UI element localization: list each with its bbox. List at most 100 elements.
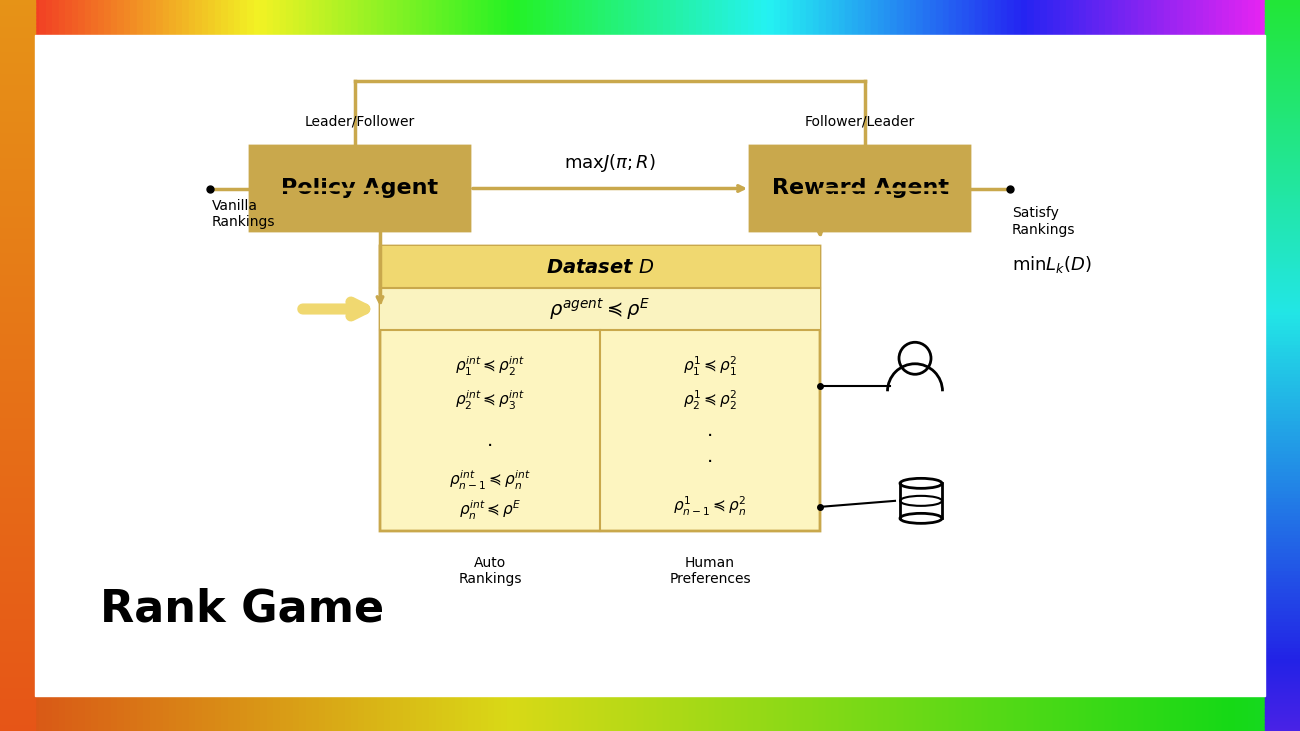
- Text: $\rho_{n-1}^1 \preceq \rho_n^2$: $\rho_{n-1}^1 \preceq \rho_n^2$: [673, 496, 746, 518]
- Bar: [0, 588, 35, 592]
- Bar: [507, 696, 515, 731]
- Bar: [1124, 0, 1132, 35]
- Bar: [111, 0, 118, 35]
- Bar: [0, 621, 35, 625]
- Bar: [1265, 292, 1300, 296]
- Bar: [878, 696, 885, 731]
- Bar: [949, 696, 957, 731]
- Bar: [0, 690, 35, 694]
- Text: $\max J(\pi; R)$: $\max J(\pi; R)$: [564, 151, 656, 173]
- Bar: [169, 696, 177, 731]
- Bar: [1265, 390, 1300, 395]
- Bar: [0, 569, 35, 574]
- Bar: [1265, 646, 1300, 651]
- Bar: [1265, 58, 1300, 62]
- Bar: [891, 0, 898, 35]
- Bar: [578, 696, 586, 731]
- Bar: [0, 496, 35, 501]
- Bar: [364, 696, 372, 731]
- Bar: [1066, 0, 1074, 35]
- Text: Policy Agent: Policy Agent: [281, 178, 438, 199]
- Bar: [410, 0, 417, 35]
- Bar: [214, 0, 222, 35]
- Bar: [136, 0, 144, 35]
- Text: .: .: [488, 431, 493, 450]
- Bar: [1274, 696, 1282, 731]
- Bar: [58, 696, 66, 731]
- Bar: [0, 105, 35, 110]
- Bar: [1265, 346, 1300, 351]
- Bar: [1265, 675, 1300, 680]
- Bar: [1265, 584, 1300, 588]
- Bar: [436, 696, 443, 731]
- Bar: [1265, 672, 1300, 676]
- Bar: [858, 0, 866, 35]
- Bar: [871, 696, 879, 731]
- Bar: [0, 237, 35, 241]
- Bar: [1265, 449, 1300, 453]
- Bar: [1265, 178, 1300, 183]
- Bar: [0, 32, 35, 37]
- Bar: [318, 0, 326, 35]
- Bar: [1265, 628, 1300, 632]
- Bar: [1265, 149, 1300, 154]
- Bar: [1265, 595, 1300, 599]
- Bar: [559, 0, 567, 35]
- Bar: [0, 314, 35, 318]
- Bar: [143, 696, 151, 731]
- Bar: [202, 0, 209, 35]
- Bar: [1079, 0, 1087, 35]
- Bar: [0, 18, 35, 22]
- Bar: [0, 343, 35, 347]
- Bar: [1196, 696, 1204, 731]
- Bar: [500, 696, 508, 731]
- Bar: [1265, 511, 1300, 515]
- Bar: [975, 696, 983, 731]
- Bar: [1265, 442, 1300, 446]
- Bar: [1265, 588, 1300, 592]
- Bar: [0, 145, 35, 150]
- Bar: [1086, 0, 1093, 35]
- Bar: [923, 0, 931, 35]
- Bar: [1265, 36, 1300, 40]
- Bar: [1265, 230, 1300, 234]
- Bar: [1176, 0, 1184, 35]
- Bar: [52, 696, 60, 731]
- Bar: [0, 215, 35, 219]
- Bar: [663, 0, 671, 35]
- Bar: [1190, 696, 1197, 731]
- Bar: [507, 0, 515, 35]
- Bar: [227, 696, 235, 731]
- Bar: [637, 0, 645, 35]
- Bar: [1265, 0, 1300, 4]
- Bar: [1086, 696, 1093, 731]
- Bar: [0, 643, 35, 647]
- Bar: [0, 405, 35, 409]
- Bar: [1265, 219, 1300, 223]
- Bar: [1265, 61, 1300, 66]
- Bar: [1265, 569, 1300, 574]
- Bar: [306, 0, 313, 35]
- Bar: [754, 0, 762, 35]
- Bar: [422, 696, 430, 731]
- Bar: [1265, 489, 1300, 493]
- Bar: [266, 696, 274, 731]
- Bar: [280, 696, 287, 731]
- Bar: [526, 696, 534, 731]
- Bar: [0, 675, 35, 680]
- Bar: [760, 696, 768, 731]
- Bar: [0, 401, 35, 406]
- Bar: [774, 696, 781, 731]
- Bar: [1265, 314, 1300, 318]
- Bar: [598, 0, 606, 35]
- Bar: [1265, 222, 1300, 227]
- Bar: [1265, 336, 1300, 340]
- Bar: [0, 124, 35, 128]
- Bar: [1265, 409, 1300, 413]
- Bar: [1112, 0, 1119, 35]
- Bar: [0, 160, 35, 164]
- Bar: [572, 0, 580, 35]
- Bar: [1265, 540, 1300, 545]
- Bar: [1034, 696, 1041, 731]
- Bar: [741, 696, 749, 731]
